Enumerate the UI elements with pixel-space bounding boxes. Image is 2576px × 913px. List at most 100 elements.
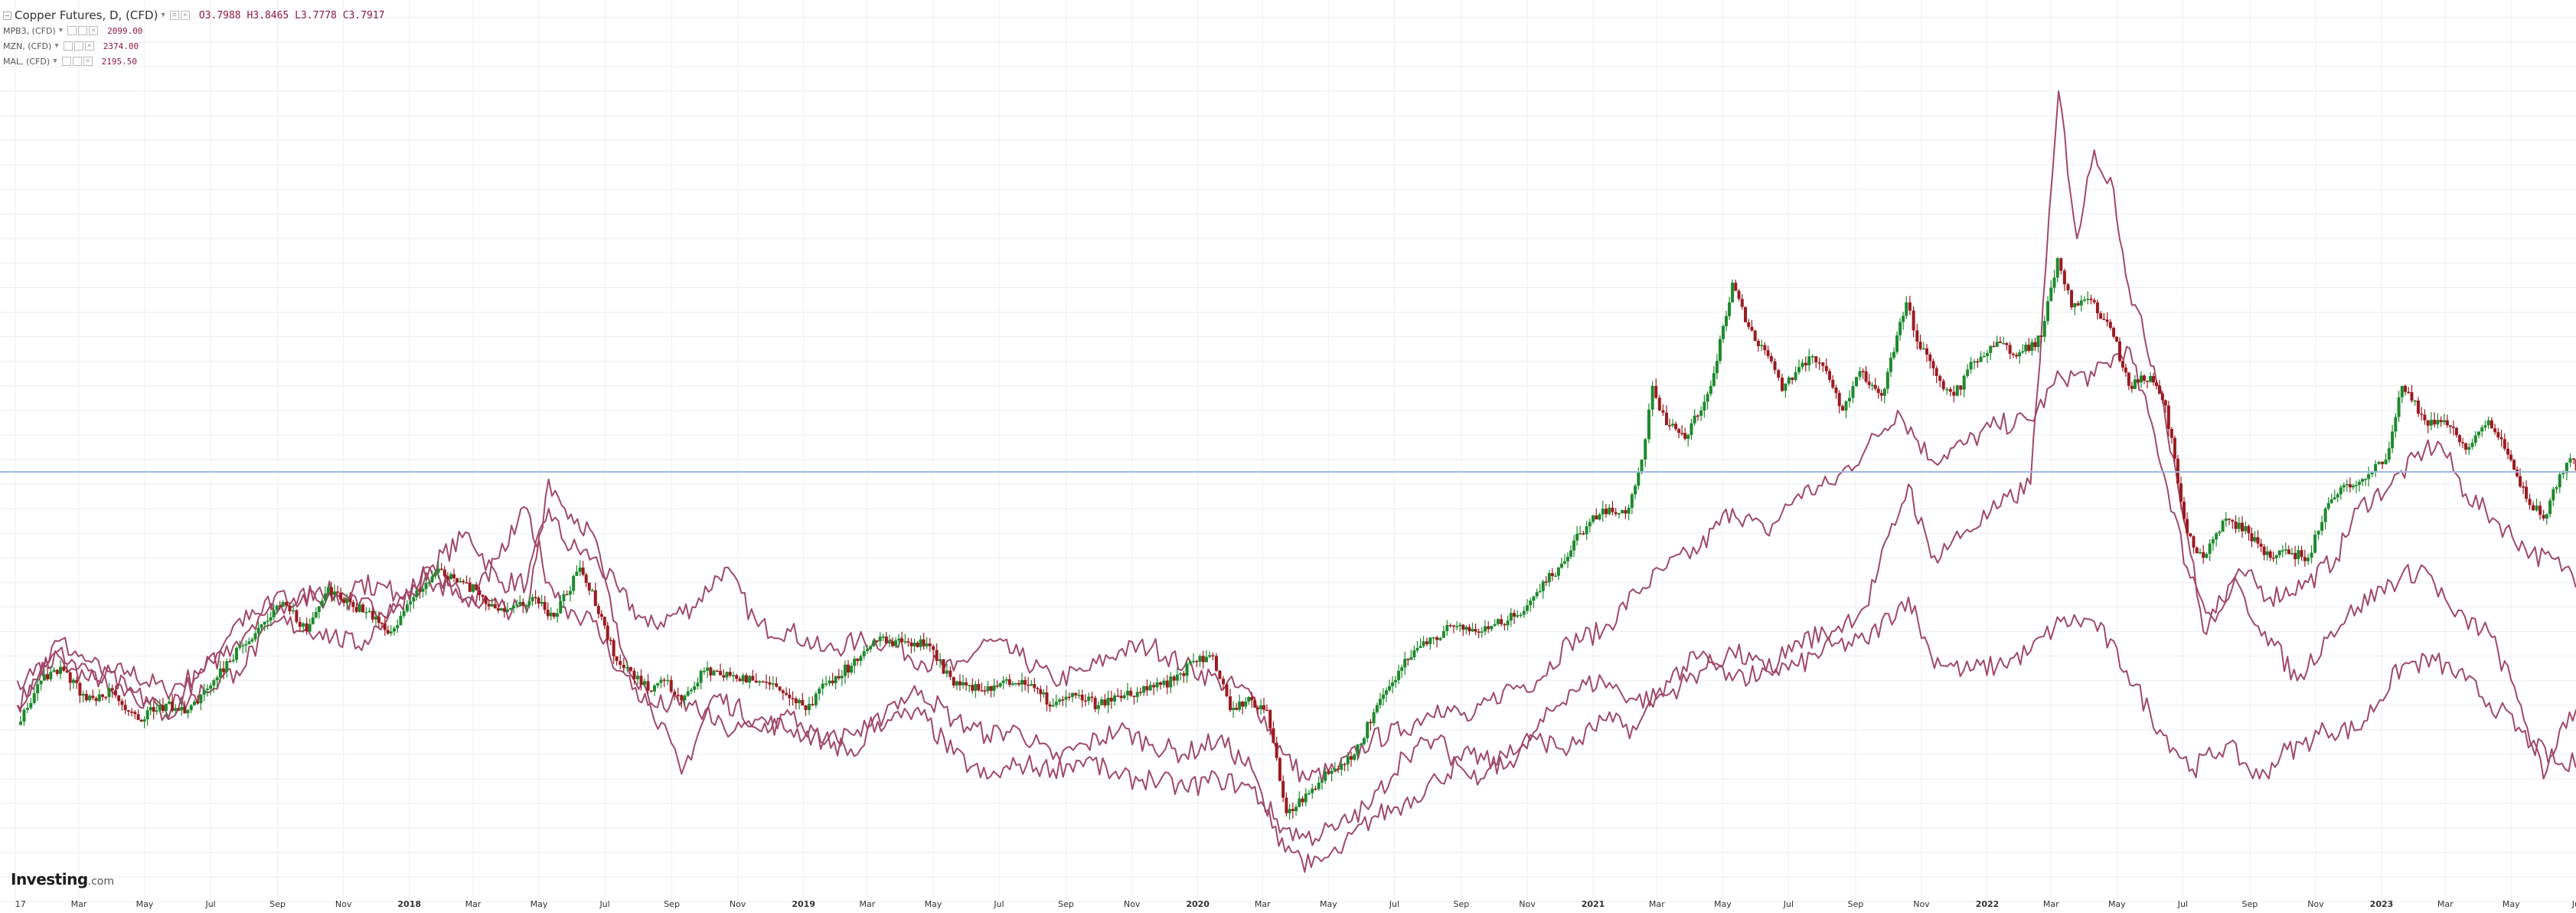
compare-series-title[interactable]: MAL, (CFD) xyxy=(3,56,51,67)
candle-body xyxy=(308,623,312,632)
candle-body xyxy=(1445,625,1449,631)
candle-body xyxy=(1058,699,1062,702)
low-label: L xyxy=(295,9,301,21)
candle-body xyxy=(2049,287,2053,302)
candle-body xyxy=(439,568,443,570)
series-line-mal xyxy=(16,90,2576,846)
candle-body xyxy=(2176,458,2179,484)
candle-body xyxy=(2558,474,2561,488)
x-tick-label: 2022 xyxy=(1976,899,2000,909)
candle-body xyxy=(215,677,219,681)
candle-body xyxy=(593,590,597,607)
chevron-down-icon[interactable]: ▼ xyxy=(54,42,59,50)
candle-body xyxy=(524,605,528,607)
x-tick-label: Mar xyxy=(2437,899,2454,909)
candle-body xyxy=(2545,514,2548,519)
chevron-down-icon[interactable]: ▼ xyxy=(161,11,165,19)
candle-body xyxy=(1262,705,1266,710)
candle-body xyxy=(952,676,955,686)
candle-body xyxy=(1982,355,1986,358)
candle-body xyxy=(1083,700,1087,702)
candle-body xyxy=(2413,400,2417,402)
chevron-down-icon[interactable]: ▼ xyxy=(58,27,64,34)
settings-icon[interactable]: ≡ xyxy=(169,11,179,20)
candle-body xyxy=(1291,809,1295,811)
candle-body xyxy=(1020,679,1024,685)
candle-body xyxy=(2139,375,2143,383)
candle-body xyxy=(320,600,324,607)
candle-body xyxy=(475,584,478,591)
candle-body xyxy=(2374,463,2378,473)
compare-series-title[interactable]: MPB3, (CFD) xyxy=(3,25,56,36)
chevron-down-icon[interactable]: ▼ xyxy=(53,57,57,65)
candle-body xyxy=(1979,356,1983,362)
candle-body xyxy=(568,591,572,595)
candle-body xyxy=(1256,707,1260,709)
x-tick-label: May xyxy=(2503,899,2520,909)
candle-body xyxy=(1756,340,1760,346)
candle-body xyxy=(1403,659,1407,668)
compare-series-title[interactable]: MZN, (CFD) xyxy=(3,41,52,51)
candle-body xyxy=(2442,420,2446,423)
candle-body xyxy=(2348,484,2352,488)
candle-body xyxy=(392,628,396,632)
candle-body xyxy=(512,605,516,608)
candle-body xyxy=(1381,694,1385,699)
candle-body xyxy=(2493,428,2497,433)
candle-body xyxy=(113,690,117,695)
candle-body xyxy=(894,640,898,646)
legend-compare-row[interactable]: MPB3, (CFD) ▼ × 2099.00 xyxy=(3,23,385,38)
legend-compare-row[interactable]: MAL, (CFD) ▼ × 2195.50 xyxy=(3,54,385,69)
x-tick-label: May xyxy=(2108,899,2126,909)
candle-body xyxy=(1791,377,1794,381)
close-icon[interactable]: × xyxy=(89,26,99,35)
candle-body xyxy=(1129,690,1133,696)
candle-body xyxy=(1074,692,1078,695)
close-icon[interactable]: × xyxy=(180,11,190,20)
candle-body xyxy=(409,601,413,605)
candle-body xyxy=(686,691,690,696)
candle-body xyxy=(2182,502,2186,519)
candle-body xyxy=(2532,505,2535,511)
settings-icon[interactable] xyxy=(73,41,83,51)
candle-body xyxy=(487,604,491,607)
logo-suffix: .com xyxy=(87,875,115,888)
candle-body xyxy=(977,684,981,691)
candle-body xyxy=(884,636,888,643)
settings-icon[interactable] xyxy=(72,57,82,66)
candle-body xyxy=(909,642,913,646)
visibility-icon[interactable] xyxy=(61,57,71,66)
collapse-icon[interactable] xyxy=(3,11,11,20)
main-series-title[interactable]: Copper Futures, D, (CFD) xyxy=(15,8,158,22)
settings-icon[interactable] xyxy=(78,26,88,35)
candle-body xyxy=(22,709,26,722)
candle-body xyxy=(1218,670,1222,679)
candle-body xyxy=(161,705,165,712)
candle-body xyxy=(1864,371,1868,382)
candle-body xyxy=(238,646,242,648)
candle-body xyxy=(329,587,333,595)
visibility-icon[interactable] xyxy=(63,41,73,51)
legend-main-row[interactable]: Copper Futures, D, (CFD) ▼ ≡ × O3.7988 H… xyxy=(3,8,385,23)
chart-legend: Copper Futures, D, (CFD) ▼ ≡ × O3.7988 H… xyxy=(3,8,385,69)
candle-body xyxy=(906,641,910,643)
candle-body xyxy=(1397,670,1401,680)
candle-body xyxy=(1680,433,1684,434)
legend-compare-row[interactable]: MZN, (CFD) ▼ × 2374.00 xyxy=(3,38,385,54)
candle-body xyxy=(1915,330,1919,342)
candle-body xyxy=(1668,425,1672,427)
close-icon[interactable]: × xyxy=(84,41,94,51)
candle-body xyxy=(1677,429,1681,434)
candle-body xyxy=(2555,487,2558,489)
candle-body xyxy=(986,686,990,692)
visibility-icon[interactable] xyxy=(67,26,77,35)
x-tick-label: Nov xyxy=(1519,899,1536,909)
candle-body xyxy=(562,594,566,601)
close-icon[interactable]: × xyxy=(83,57,93,66)
candle-body xyxy=(2470,443,2474,447)
candle-body xyxy=(275,605,279,610)
candle-body xyxy=(2066,284,2070,291)
x-tick-label: Nov xyxy=(730,899,746,909)
